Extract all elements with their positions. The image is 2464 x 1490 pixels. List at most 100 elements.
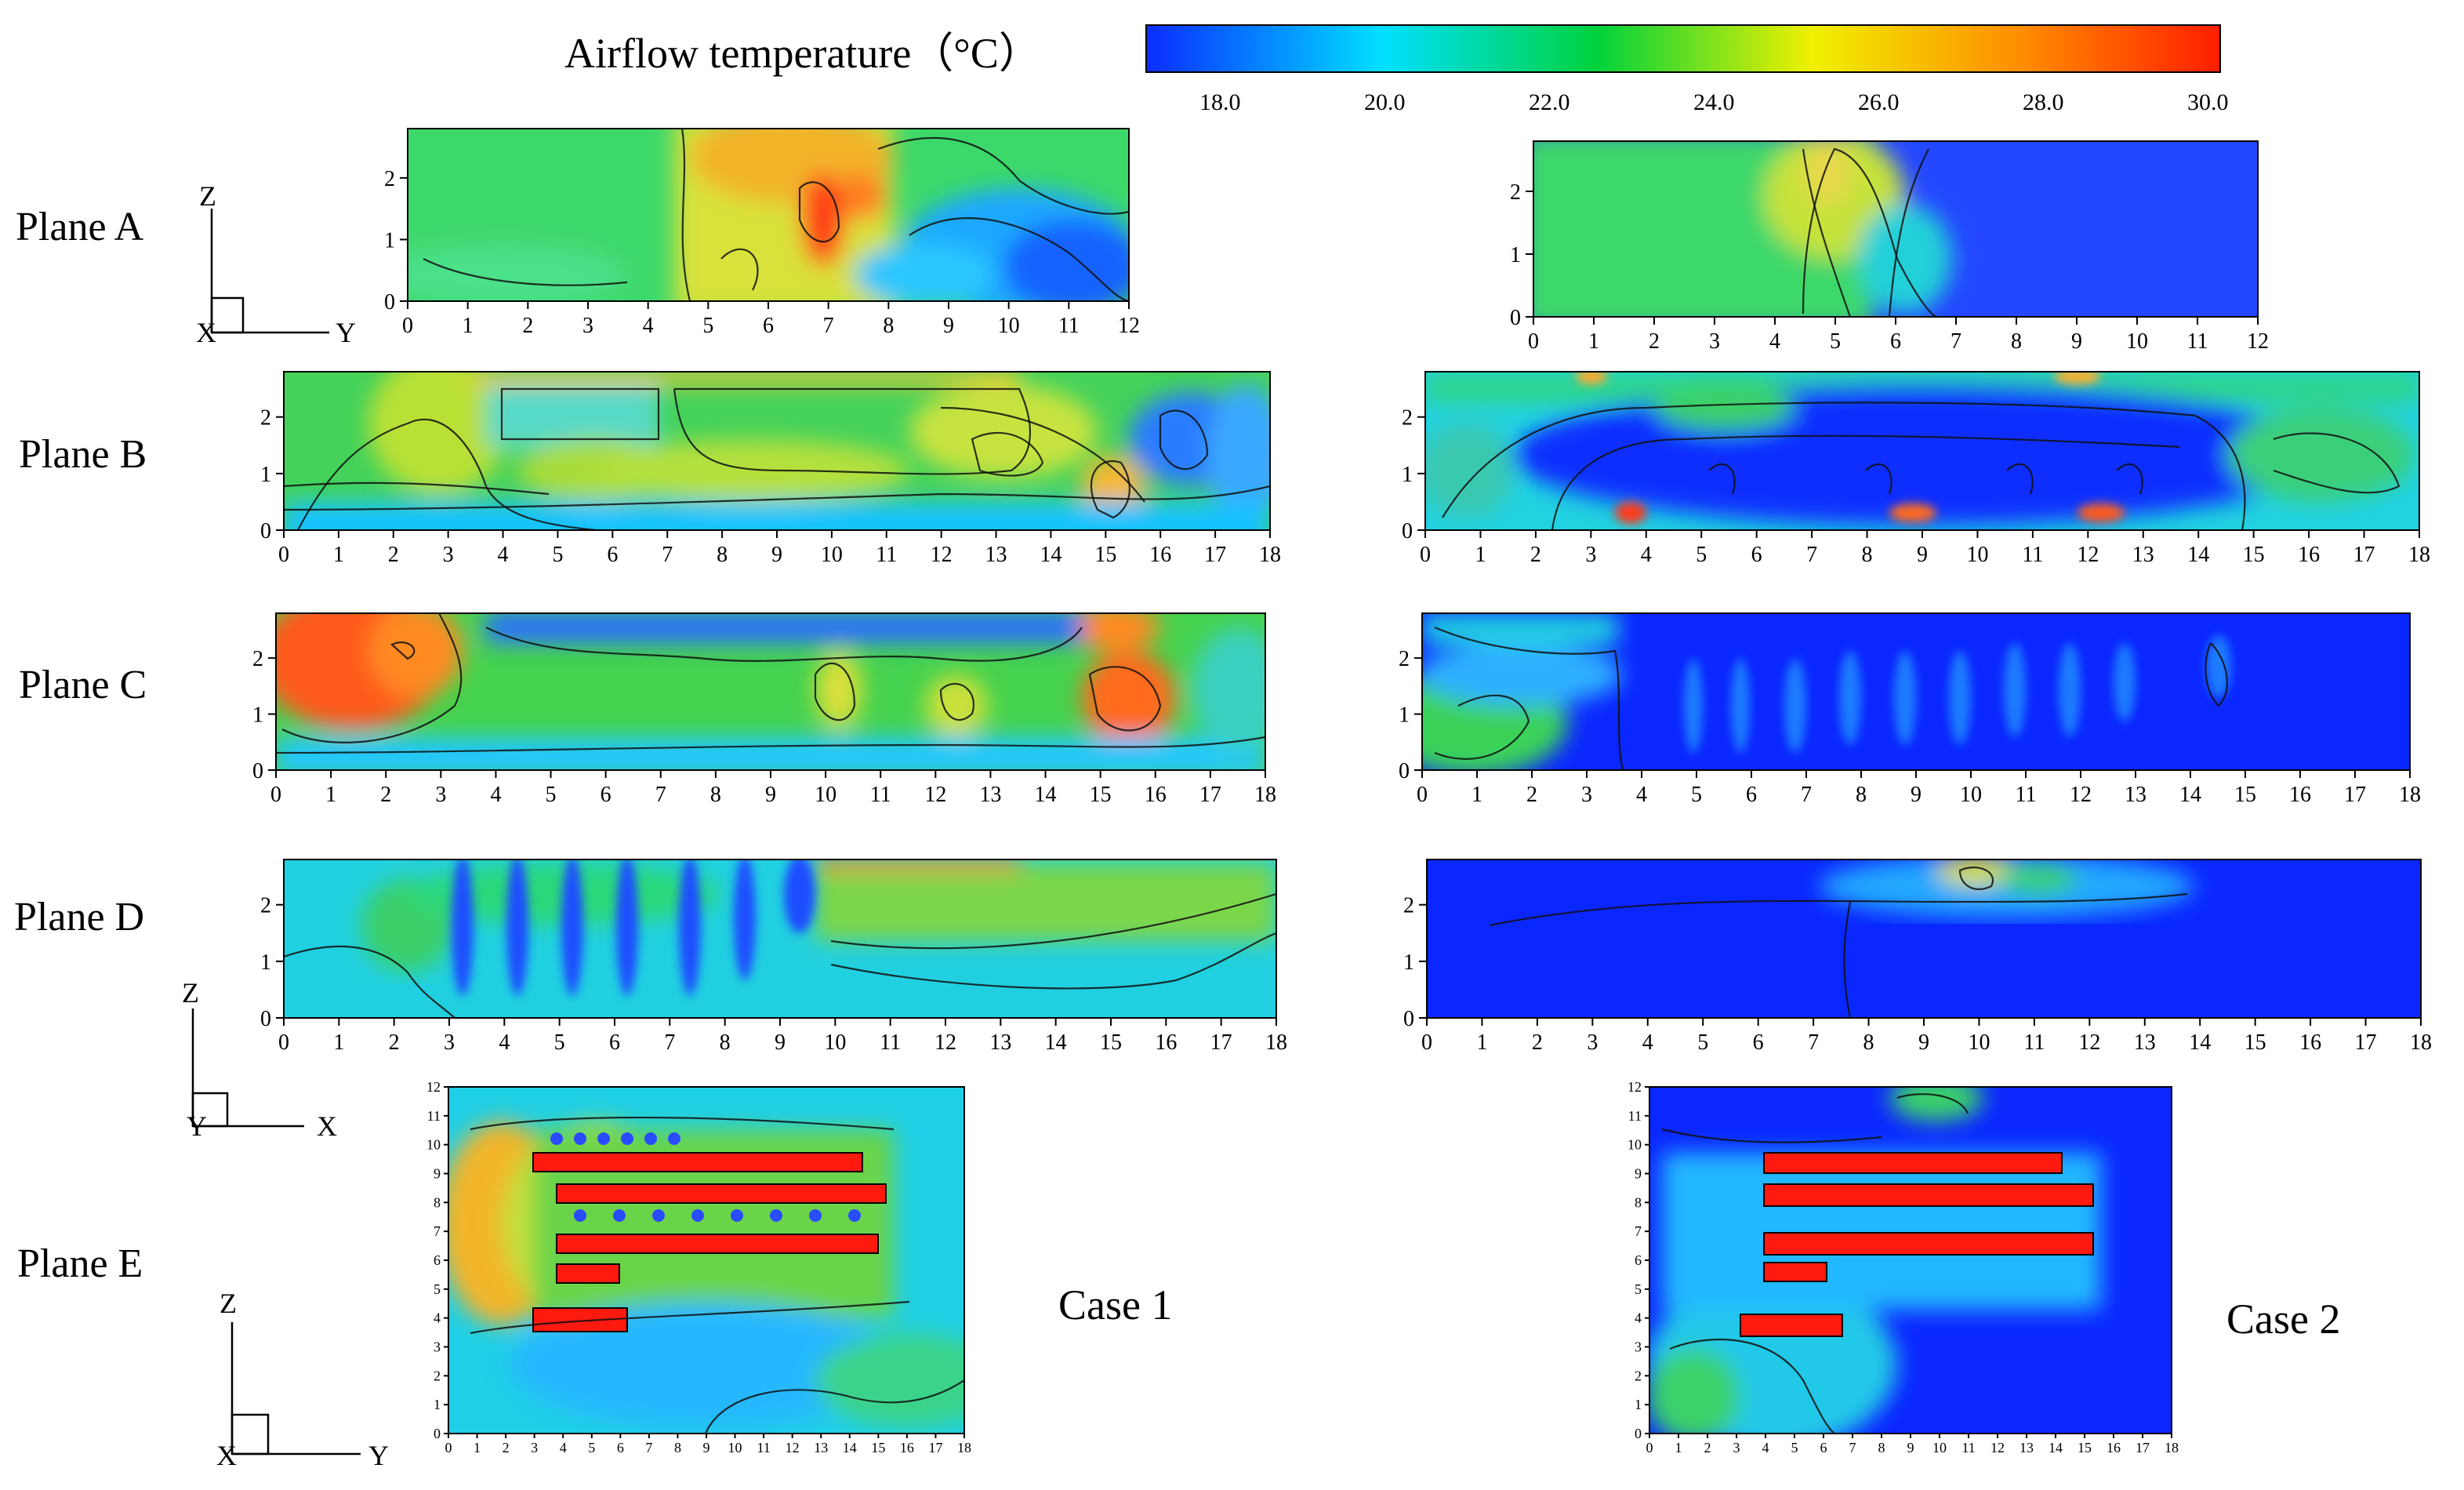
x-tick-label: 7	[1808, 1030, 1819, 1055]
y-tick-label: 4	[434, 1310, 441, 1326]
x-tick-label: 11	[870, 783, 891, 807]
y-tick-label: 5	[434, 1281, 441, 1297]
x-tick-label: 2	[1649, 329, 1660, 354]
y-tick-label: 8	[434, 1194, 441, 1210]
y-tick-label: 2	[1403, 894, 1414, 918]
y-tick-label: 9	[1635, 1166, 1642, 1182]
x-tick-label: 9	[765, 783, 776, 807]
x-tick-label: 5	[1691, 783, 1702, 807]
x-tick-label: 12	[1990, 1440, 2005, 1455]
x-tick-label: 3	[1733, 1440, 1740, 1455]
x-tick-label: 13	[2134, 1030, 2156, 1055]
x-tick-label: 12	[934, 1030, 956, 1055]
x-tick-label: 0	[278, 543, 289, 567]
x-tick-label: 5	[1696, 543, 1707, 567]
axis-letter-x: X	[196, 317, 216, 348]
x-tick-label: 9	[1917, 543, 1928, 567]
x-tick-label: 11	[1058, 314, 1080, 338]
x-tick-label: 8	[883, 314, 894, 338]
y-tick-label: 0	[1403, 1007, 1414, 1031]
x-tick-label: 9	[1918, 1030, 1929, 1055]
x-tick-label: 17	[1199, 783, 1221, 807]
x-tick-label: 12	[2077, 543, 2099, 567]
x-tick-label: 0	[1421, 1030, 1432, 1055]
x-tick-label: 2	[388, 543, 399, 567]
x-tick-label: 11	[880, 1030, 901, 1055]
y-tick-label: 1	[252, 703, 263, 728]
x-tick-label: 5	[702, 314, 713, 338]
x-tick-label: 17	[928, 1440, 942, 1455]
axis-letter-z: Z	[182, 977, 199, 1008]
x-tick-label: 6	[1753, 1030, 1764, 1055]
x-tick-label: 8	[1862, 543, 1873, 567]
x-tick-label: 12	[931, 543, 953, 567]
y-tick-label: 11	[1628, 1108, 1642, 1124]
x-tick-label: 12	[2247, 329, 2269, 354]
x-tick-label: 2	[1530, 543, 1541, 567]
x-tick-label: 1	[1475, 543, 1486, 567]
x-tick-label: 11	[757, 1440, 770, 1455]
axis-letter-z: Z	[220, 1288, 237, 1319]
axis-letter-y: Y	[368, 1440, 389, 1471]
x-tick-label: 6	[1890, 329, 1901, 354]
x-tick-label: 15	[1094, 543, 1116, 567]
axis-letter-z: Z	[199, 180, 216, 212]
y-tick-label: 2	[384, 167, 395, 191]
x-tick-label: 8	[1863, 1030, 1874, 1055]
x-tick-label: 16	[1149, 543, 1171, 567]
colorbar-tick: 28.0	[2023, 89, 2064, 115]
x-tick-label: 2	[389, 1030, 400, 1055]
y-tick-label: 2	[1399, 647, 1410, 671]
colorbar-tick: 24.0	[1693, 89, 1735, 115]
colorbar-tick: 18.0	[1199, 89, 1241, 115]
y-tick-label: 9	[434, 1166, 441, 1182]
x-tick-label: 12	[1118, 314, 1140, 338]
x-tick-label: 1	[1675, 1440, 1682, 1455]
y-tick-label: 0	[260, 519, 271, 543]
y-tick-label: 1	[1403, 950, 1414, 975]
x-tick-label: 0	[1646, 1440, 1653, 1455]
y-tick-label: 0	[384, 290, 395, 314]
axis-triad-zy-bottom	[230, 1322, 361, 1455]
colorbar-ticks: 18.0 20.0 22.0 24.0 26.0 28.0 30.0	[1199, 89, 2229, 115]
x-tick-label: 3	[1587, 1030, 1598, 1055]
y-tick-label: 2	[1402, 406, 1413, 431]
x-tick-label: 3	[1709, 329, 1720, 354]
x-tick-label: 7	[655, 783, 666, 807]
x-tick-label: 1	[1476, 1030, 1487, 1055]
x-tick-label: 2	[380, 783, 391, 807]
x-tick-label: 15	[2078, 1440, 2092, 1455]
colorbar-tick: 20.0	[1364, 89, 1406, 115]
y-tick-label: 6	[1635, 1252, 1642, 1268]
x-tick-label: 3	[435, 783, 446, 807]
y-tick-label: 1	[1402, 463, 1413, 487]
y-tick-label: 5	[1635, 1281, 1642, 1297]
y-tick-label: 0	[1399, 759, 1410, 783]
x-tick-label: 7	[823, 314, 834, 338]
plane-d-case-2-field	[1427, 859, 2421, 1018]
x-tick-label: 4	[1642, 1030, 1653, 1055]
x-tick-label: 13	[2132, 543, 2154, 567]
x-tick-label: 13	[814, 1440, 828, 1455]
x-tick-label: 7	[1951, 329, 1961, 354]
x-tick-label: 16	[1155, 1030, 1177, 1055]
y-tick-label: 1	[1510, 243, 1521, 267]
y-tick-label: 11	[427, 1108, 441, 1124]
x-tick-label: 11	[2022, 543, 2043, 567]
x-tick-label: 0	[1417, 783, 1428, 807]
x-tick-label: 8	[717, 543, 728, 567]
y-tick-label: 1	[434, 1397, 441, 1412]
x-tick-label: 18	[2410, 1030, 2432, 1055]
y-tick-label: 0	[1510, 306, 1521, 330]
y-tick-label: 2	[434, 1368, 441, 1383]
axis-letter-x: X	[317, 1110, 337, 1142]
x-tick-label: 12	[2078, 1030, 2100, 1055]
colorbar	[1145, 24, 2221, 73]
y-tick-label: 1	[1635, 1397, 1642, 1412]
x-tick-label: 6	[617, 1440, 624, 1455]
x-tick-label: 18	[957, 1440, 971, 1455]
x-tick-label: 14	[2189, 1030, 2211, 1055]
x-tick-label: 15	[2243, 543, 2265, 567]
